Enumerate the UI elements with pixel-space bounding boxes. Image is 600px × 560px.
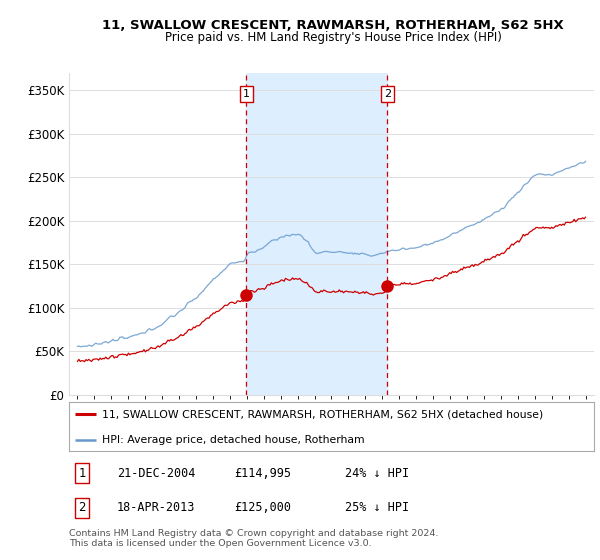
Bar — [247, 73, 388, 395]
Text: Price paid vs. HM Land Registry's House Price Index (HPI): Price paid vs. HM Land Registry's House … — [164, 31, 502, 44]
Text: 11, SWALLOW CRESCENT, RAWMARSH, ROTHERHAM, S62 5HX: 11, SWALLOW CRESCENT, RAWMARSH, ROTHERHA… — [102, 18, 564, 32]
Text: 2: 2 — [79, 501, 86, 515]
Text: 18-APR-2013: 18-APR-2013 — [117, 501, 196, 515]
Text: 1: 1 — [243, 88, 250, 99]
Text: 25% ↓ HPI: 25% ↓ HPI — [345, 501, 409, 515]
Text: 2: 2 — [384, 88, 391, 99]
Text: 24% ↓ HPI: 24% ↓ HPI — [345, 466, 409, 480]
Text: 1: 1 — [79, 466, 86, 480]
Text: £114,995: £114,995 — [234, 466, 291, 480]
Text: 21-DEC-2004: 21-DEC-2004 — [117, 466, 196, 480]
Text: HPI: Average price, detached house, Rotherham: HPI: Average price, detached house, Roth… — [101, 435, 364, 445]
Text: 11, SWALLOW CRESCENT, RAWMARSH, ROTHERHAM, S62 5HX (detached house): 11, SWALLOW CRESCENT, RAWMARSH, ROTHERHA… — [101, 409, 543, 419]
Text: £125,000: £125,000 — [234, 501, 291, 515]
Text: Contains HM Land Registry data © Crown copyright and database right 2024.
This d: Contains HM Land Registry data © Crown c… — [69, 529, 439, 548]
